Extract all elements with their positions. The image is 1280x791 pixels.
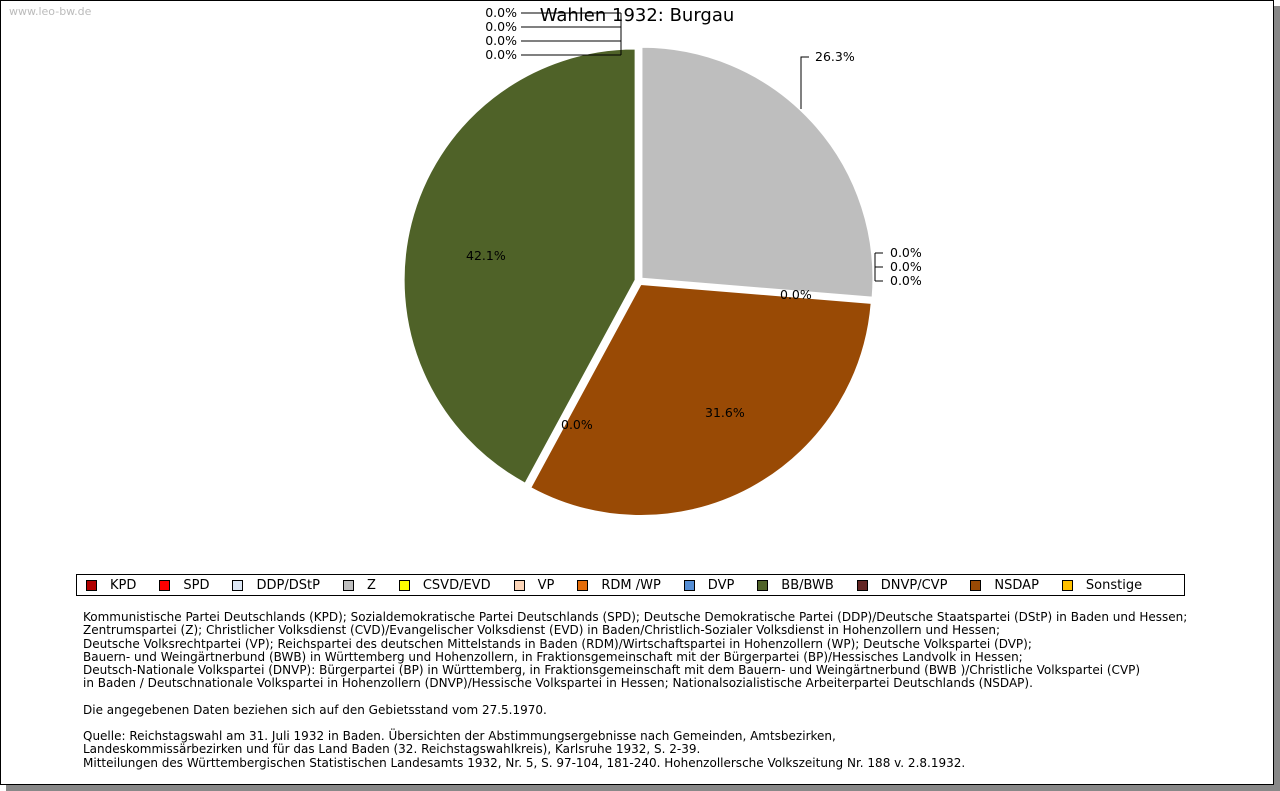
legend-swatch bbox=[577, 579, 589, 591]
legend-label: DNVP/CVP bbox=[880, 577, 948, 593]
watermark: www.leo-bw.de bbox=[9, 5, 92, 18]
legend-swatch bbox=[342, 579, 354, 591]
legend-label: DDP/DStP bbox=[256, 577, 320, 593]
zero-label: 0.0% bbox=[780, 287, 812, 302]
zero-label: 0.0% bbox=[890, 245, 922, 260]
legend-label: Sonstige bbox=[1085, 577, 1143, 593]
legend-swatch bbox=[683, 579, 695, 591]
legend-swatch bbox=[757, 579, 769, 591]
legend-label: BB/BWB bbox=[781, 577, 834, 593]
legend-swatch bbox=[513, 579, 525, 591]
territory-note: Die angegebenen Daten beziehen sich auf … bbox=[83, 702, 547, 717]
source-line: Quelle: Reichstagswahl am 31. Juli 1932 … bbox=[83, 729, 836, 744]
party-note-line: Zentrumspartei (Z); Christlicher Volksdi… bbox=[83, 623, 1001, 638]
legend-swatch bbox=[86, 579, 97, 591]
slice-label-nsdap: 31.6% bbox=[705, 405, 745, 420]
pie-slice-bbbwb bbox=[403, 48, 636, 484]
legend-item: KPD bbox=[86, 578, 136, 593]
pie-slice-nsdap bbox=[530, 283, 872, 516]
legend-item: CSVD/EVD bbox=[398, 577, 491, 593]
legend-swatch bbox=[970, 579, 982, 591]
legend-label: DVP bbox=[707, 577, 735, 593]
legend-label: SPD bbox=[183, 577, 210, 593]
legend-item: VP bbox=[513, 577, 555, 593]
legend-item: DNVP/CVP bbox=[856, 577, 948, 593]
legend-label: NSDAP bbox=[994, 577, 1039, 593]
legend-label: RDM /WP bbox=[601, 577, 661, 593]
slice-label-z: 26.3% bbox=[815, 49, 855, 64]
legend-item: BB/BWB bbox=[757, 577, 834, 593]
slice-label-bbbwb: 42.1% bbox=[466, 248, 506, 263]
source-line: Landeskommissärbezirken und für das Land… bbox=[83, 742, 701, 757]
party-note-line: Deutsche Volksrechtpartei (VP); Reichspa… bbox=[83, 636, 1032, 651]
pie-slice-z bbox=[641, 46, 874, 298]
legend-swatch bbox=[159, 579, 171, 591]
chart-title: Wahlen 1932: Burgau bbox=[539, 5, 735, 26]
legend-swatch bbox=[398, 579, 410, 591]
zero-label: 0.0% bbox=[485, 5, 517, 20]
legend-swatch bbox=[1061, 579, 1073, 591]
zero-label: 0.0% bbox=[561, 417, 593, 432]
zero-label: 0.0% bbox=[485, 19, 517, 34]
legend-label: CSVD/EVD bbox=[422, 577, 491, 593]
legend-swatch bbox=[232, 579, 244, 591]
legend-item: RDM /WP bbox=[577, 577, 661, 593]
legend-label: KPD bbox=[110, 577, 137, 593]
legend-item: NSDAP bbox=[970, 578, 1039, 593]
source-line: Mitteilungen des Württembergischen Stati… bbox=[83, 755, 966, 770]
zero-label: 0.0% bbox=[890, 273, 922, 288]
legend-item: Sonstige bbox=[1061, 577, 1143, 593]
zero-label: 0.0% bbox=[485, 47, 517, 62]
pie-chart: 26.3%31.6%42.1%0.0%0.0%0.0%0.0%0.0%0.0%0… bbox=[403, 5, 922, 516]
legend-item: DVP bbox=[683, 577, 735, 593]
party-note-line: Kommunistische Partei Deutschlands (KPD)… bbox=[83, 610, 1188, 624]
party-note-line: Deutsch-Nationale Volkspartei (DNVP): Bü… bbox=[83, 663, 1141, 678]
party-note-line: Bauern- und Weingärtnerbund (BWB) in Wür… bbox=[83, 649, 1023, 664]
legend-item: SPD bbox=[159, 578, 209, 593]
notes: Kommunistische Partei Deutschlands (KPD)… bbox=[83, 610, 1188, 770]
party-note-line: in Baden / Deutschnationale Volkspartei … bbox=[83, 676, 1033, 691]
legend-label: VP bbox=[537, 577, 555, 593]
legend-label: Z bbox=[366, 577, 376, 593]
zero-label: 0.0% bbox=[485, 33, 517, 48]
legend-swatch bbox=[856, 579, 868, 591]
leader-line bbox=[800, 56, 809, 109]
legend-item: Z bbox=[342, 577, 376, 593]
legend-item: DDP/DStP bbox=[232, 577, 320, 593]
legend: KPD SPD DDP/DStP Z CSVD/EVD VP RDM /WP DVP BB/BW… bbox=[76, 574, 1185, 596]
zero-label: 0.0% bbox=[890, 259, 922, 274]
